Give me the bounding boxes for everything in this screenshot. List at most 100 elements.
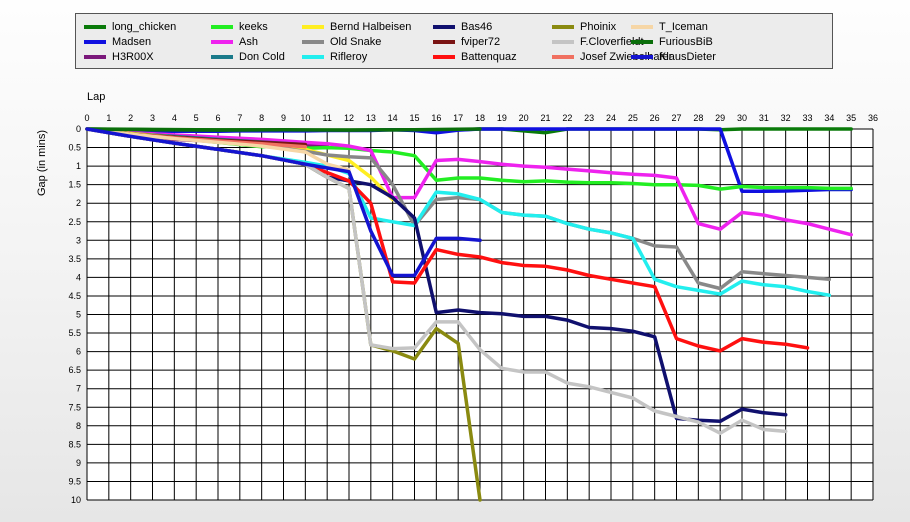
x-tick-label: 9 (281, 113, 286, 123)
x-tick-label: 13 (366, 113, 376, 123)
y-tick-label: 1.5 (68, 180, 81, 190)
legend-label: Old Snake (330, 36, 382, 48)
x-axis-label: Lap (87, 91, 105, 103)
legend-swatch (631, 25, 653, 29)
x-tick-label: 30 (737, 113, 747, 123)
legend-swatch (211, 40, 233, 44)
x-tick-label: 21 (540, 113, 550, 123)
grid-lines (86, 128, 874, 501)
x-tick-label: 25 (628, 113, 638, 123)
y-tick-label: 6 (76, 347, 81, 357)
legend-swatch (84, 40, 106, 44)
x-tick-label: 3 (150, 113, 155, 123)
legend-swatch (84, 55, 106, 59)
legend-label: keeks (239, 21, 268, 33)
legend-swatch (631, 55, 653, 59)
legend-swatch (84, 25, 106, 29)
y-tick-label: 2.5 (68, 217, 81, 227)
legend-swatch (211, 55, 233, 59)
series-line-furiousbib (85, 127, 482, 132)
legend-label: Bas46 (461, 21, 493, 33)
legend-label: Don Cold (239, 51, 285, 63)
series-line-klausdieter (85, 127, 482, 278)
x-tick-label: 26 (650, 113, 660, 123)
y-tick-label: 4 (76, 272, 81, 282)
legend-swatch (552, 25, 574, 29)
y-tick-label: 0 (76, 124, 81, 134)
y-tick-label: 5.5 (68, 328, 81, 338)
x-tick-label: 7 (237, 113, 242, 123)
legend-label: Bernd Halbeisen (330, 21, 412, 33)
legend-label: FuriousBiB (659, 36, 713, 48)
x-tick-label: 0 (84, 113, 89, 123)
y-tick-label: 10 (71, 495, 81, 505)
x-tick-label: 12 (344, 113, 354, 123)
x-tick-label: 10 (300, 113, 310, 123)
legend-label: Josef Zwiebelhafer (580, 51, 673, 63)
legend-swatch (433, 25, 455, 29)
x-tick-label: 24 (606, 113, 616, 123)
legend-swatch (433, 55, 455, 59)
legend-swatch (433, 40, 455, 44)
x-tick-label: 6 (215, 113, 220, 123)
legend-swatch (302, 55, 324, 59)
y-tick-label: 7.5 (68, 402, 81, 412)
legend-swatch (552, 55, 574, 59)
legend-label: Ash (239, 36, 258, 48)
legend-swatch (631, 40, 653, 44)
y-tick-label: 1 (76, 161, 81, 171)
x-tick-label: 36 (868, 113, 878, 123)
legend-label: Rifleroy (330, 51, 368, 63)
legend-label: Battenquaz (461, 51, 517, 63)
y-tick-label: 5 (76, 310, 81, 320)
x-tick-label: 19 (497, 113, 507, 123)
x-tick-label: 17 (453, 113, 463, 123)
y-axis-label: Gap (in mins) (36, 130, 48, 196)
legend-label: F.Cloverfieldt (580, 36, 644, 48)
x-tick-label: 4 (172, 113, 177, 123)
y-tick-label: 4.5 (68, 291, 81, 301)
legend-label: T_Iceman (659, 21, 708, 33)
x-axis-ticks: 0 1 2 3 4 5 6 7 8 9 10 11 12 13 14 15 16 17 18 19 20 21 22 23 24… (84, 113, 878, 123)
x-tick-label: 15 (409, 113, 419, 123)
legend-label: Phoinix (580, 21, 617, 33)
legend-label: long_chicken (112, 21, 177, 33)
y-tick-label: 0.5 (68, 143, 81, 153)
legend-swatch (302, 40, 324, 44)
y-tick-label: 3 (76, 235, 81, 245)
y-tick-label: 8 (76, 421, 81, 431)
x-tick-label: 27 (671, 113, 681, 123)
x-tick-label: 1 (106, 113, 111, 123)
x-tick-label: 29 (715, 113, 725, 123)
x-tick-label: 14 (388, 113, 398, 123)
x-tick-label: 34 (824, 113, 834, 123)
x-tick-label: 20 (519, 113, 529, 123)
chart-legend: long_chicken Madsen H3R00X keeks Ash Don Cold… (75, 13, 833, 69)
y-tick-label: 8.5 (68, 439, 81, 449)
x-tick-label: 35 (846, 113, 856, 123)
x-tick-label: 32 (781, 113, 791, 123)
series-line-t-iceman (85, 127, 351, 172)
x-tick-label: 23 (584, 113, 594, 123)
x-tick-label: 18 (475, 113, 485, 123)
y-axis-ticks: 0 0.5 1 1.5 2 2.5 3 3.5 4 4.5 5 5.5 6 6.5 7 7.5 8 8.5 9 9.5… (68, 124, 81, 505)
x-tick-label: 31 (759, 113, 769, 123)
x-tick-label: 28 (693, 113, 703, 123)
x-tick-label: 22 (562, 113, 572, 123)
y-tick-label: 6.5 (68, 365, 81, 375)
x-tick-label: 5 (194, 113, 199, 123)
y-tick-label: 7 (76, 384, 81, 394)
legend-label: H3R00X (112, 51, 154, 63)
legend-swatch (552, 40, 574, 44)
x-tick-label: 16 (431, 113, 441, 123)
x-tick-label: 8 (259, 113, 264, 123)
x-tick-label: 11 (322, 113, 331, 123)
legend-label: KlausDieter (659, 51, 716, 63)
y-tick-label: 2 (76, 198, 81, 208)
y-tick-label: 9 (76, 458, 81, 468)
x-tick-label: 33 (802, 113, 812, 123)
legend-swatch (211, 25, 233, 29)
series-lines (85, 127, 853, 502)
series-line-ash (85, 127, 853, 237)
